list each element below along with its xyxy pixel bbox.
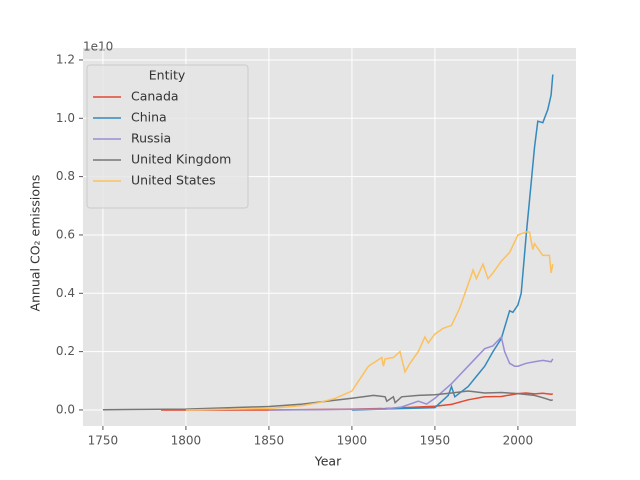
x-tick-label: 1900 bbox=[337, 434, 368, 448]
legend-label: Canada bbox=[131, 89, 179, 104]
x-tick-label: 1950 bbox=[420, 434, 451, 448]
y-tick-label: 0.8 bbox=[56, 169, 75, 183]
x-axis-label: Year bbox=[314, 454, 342, 469]
series-line bbox=[268, 335, 554, 411]
y-tick-label: 0.4 bbox=[56, 286, 75, 300]
legend-label: Russia bbox=[131, 131, 171, 146]
legend-box bbox=[86, 64, 249, 209]
series-line bbox=[185, 231, 554, 411]
legend-label: United States bbox=[131, 173, 216, 188]
legend-title: Entity bbox=[149, 68, 186, 83]
x-tick-label: 1750 bbox=[88, 434, 119, 448]
y-tick-label: 1.2 bbox=[56, 52, 75, 66]
x-tick-label: 1800 bbox=[171, 434, 202, 448]
legend-label: China bbox=[131, 110, 167, 125]
y-offset-label: 1e10 bbox=[83, 40, 113, 54]
x-tick-label: 1850 bbox=[254, 434, 285, 448]
y-tick-label: 0.0 bbox=[56, 402, 75, 416]
series-line bbox=[351, 74, 554, 411]
x-tick-label: 2000 bbox=[503, 434, 534, 448]
legend-label: United Kingdom bbox=[131, 152, 231, 167]
y-tick-label: 0.2 bbox=[56, 344, 75, 358]
y-axis-label: Annual CO₂ emissions bbox=[28, 175, 43, 312]
y-tick-label: 0.6 bbox=[56, 227, 75, 241]
y-tick-label: 1.0 bbox=[56, 111, 75, 125]
